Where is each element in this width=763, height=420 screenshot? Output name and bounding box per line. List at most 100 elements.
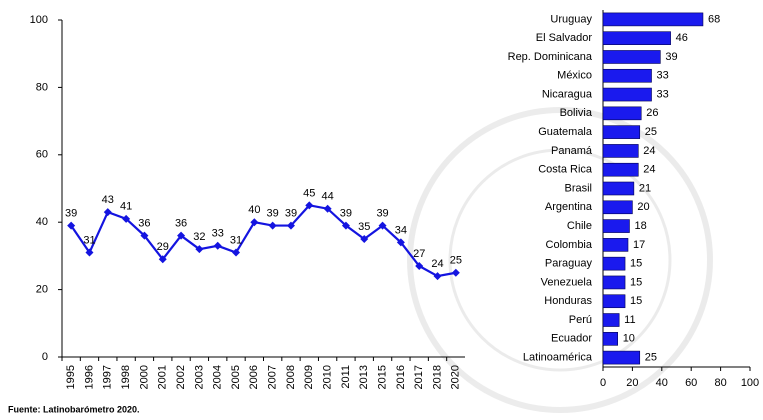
value-label: 35 (358, 221, 370, 233)
bar (602, 12, 704, 27)
x-tick-label: 2008 (285, 365, 297, 389)
value-label: 39 (340, 207, 352, 219)
value-label: 43 (102, 194, 114, 206)
bar (602, 181, 635, 196)
value-label: 21 (639, 182, 651, 194)
value-label: 36 (175, 218, 187, 230)
value-label: 34 (395, 224, 407, 236)
y-tick-label: Costa Rica (538, 164, 593, 176)
bar (602, 106, 642, 121)
y-tick-label: 100 (30, 14, 48, 26)
value-label: 15 (630, 276, 642, 288)
y-tick-label: Colombia (546, 239, 593, 251)
bar (602, 68, 652, 83)
bar (602, 125, 641, 139)
x-tick-label: 80 (714, 377, 726, 389)
value-label: 32 (193, 231, 205, 243)
watermark (407, 107, 713, 413)
bar (602, 313, 620, 327)
y-tick-label: Rep. Dominicana (508, 51, 593, 63)
value-label: 31 (230, 234, 242, 246)
value-label: 39 (665, 51, 677, 63)
bar (602, 144, 639, 158)
y-tick-label: Nicaragua (542, 88, 593, 100)
value-label: 26 (646, 107, 658, 119)
y-tick-label: 20 (36, 284, 48, 296)
value-label: 11 (624, 314, 635, 326)
y-tick-label: 0 (42, 351, 48, 363)
point (451, 268, 460, 277)
x-tick-label: 2015 (376, 365, 388, 389)
x-tick-label: 2010 (322, 365, 334, 389)
x-tick-label: 100 (741, 377, 759, 389)
y-tick-label: Chile (567, 220, 592, 232)
y-tick-label: Perú (569, 314, 592, 326)
point (85, 248, 94, 257)
value-label: 25 (645, 352, 657, 364)
value-label: 39 (267, 207, 279, 219)
y-tick-label: 80 (36, 81, 48, 93)
x-tick-label: 2003 (193, 365, 205, 389)
bar (602, 238, 629, 252)
x-tick-label: 2011 (340, 365, 352, 389)
value-label: 24 (431, 258, 443, 270)
value-label: 33 (657, 88, 669, 100)
y-tick-label: Brasil (564, 182, 592, 194)
y-tick-label: Honduras (544, 295, 592, 307)
point (195, 245, 204, 254)
point (158, 255, 167, 264)
y-tick-label: 40 (36, 216, 48, 228)
value-label: 24 (643, 164, 655, 176)
y-tick-label: Latinoamérica (523, 352, 593, 364)
point (232, 248, 241, 257)
bar (602, 332, 618, 346)
value-label: 20 (637, 201, 649, 213)
value-label: 24 (643, 145, 655, 157)
bar (602, 219, 630, 233)
x-tick-label: 2018 (431, 365, 443, 389)
value-label: 33 (212, 228, 224, 240)
y-tick-label: Ecuador (551, 333, 592, 345)
bar (602, 87, 652, 102)
y-tick-label: Venezuela (541, 276, 593, 288)
value-label: 39 (376, 207, 388, 219)
x-tick-label: 2006 (248, 365, 260, 389)
point (67, 221, 76, 230)
value-label: 25 (450, 255, 462, 267)
y-tick-label: El Salvador (536, 32, 593, 44)
x-tick-label: 2004 (212, 365, 224, 389)
point (268, 221, 277, 230)
point (286, 221, 295, 230)
value-label: 36 (138, 218, 150, 230)
x-tick-label: 20 (626, 377, 638, 389)
point (122, 214, 131, 223)
point (213, 241, 222, 250)
value-label: 15 (630, 295, 642, 307)
point (323, 204, 332, 213)
x-tick-label: 2002 (175, 365, 187, 389)
point (103, 208, 112, 217)
y-tick-label: Uruguay (550, 13, 592, 25)
x-tick-label: 2013 (358, 365, 370, 389)
y-tick-label: 60 (36, 149, 48, 161)
x-tick-label: 0 (600, 377, 606, 389)
x-tick-label: 2000 (138, 365, 150, 389)
value-label: 39 (285, 207, 297, 219)
x-tick-label: 2005 (230, 365, 242, 389)
bar (602, 350, 641, 365)
x-tick-label: 2016 (395, 365, 407, 389)
line (70, 204, 457, 278)
value-label: 68 (708, 13, 720, 25)
bar (602, 256, 626, 271)
x-tick-label: 40 (656, 377, 668, 389)
y-tick-label: Paraguay (545, 258, 593, 270)
y-tick-label: Argentina (545, 201, 593, 213)
x-tick-label: 2017 (413, 365, 425, 389)
point (433, 272, 442, 281)
value-label: 33 (657, 70, 669, 82)
y-tick-label: México (557, 70, 592, 82)
point (396, 238, 405, 247)
value-label: 15 (630, 258, 642, 270)
value-label: 39 (65, 207, 77, 219)
